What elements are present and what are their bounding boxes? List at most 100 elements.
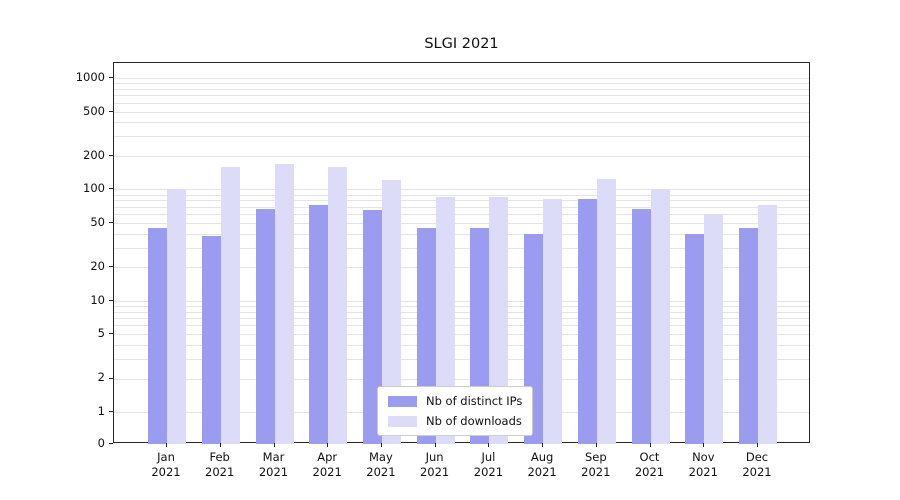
- y-tick-label-10: 10: [90, 292, 105, 307]
- y-tick-mark: [109, 266, 113, 268]
- gridline: [114, 189, 809, 191]
- gridline: [114, 325, 809, 327]
- x-tick-mark: [703, 443, 705, 447]
- gridline: [114, 111, 809, 113]
- x-tick-mark: [542, 443, 544, 447]
- gridline: [114, 317, 809, 319]
- y-tick-mark: [109, 77, 113, 79]
- bar-downloads-feb: [220, 166, 240, 444]
- x-tick-mark: [273, 443, 275, 447]
- x-tick-mark: [166, 443, 167, 447]
- gridline: [114, 155, 809, 157]
- bar-distinct-ips-sep: [577, 199, 597, 444]
- y-tick-mark: [109, 110, 113, 112]
- bar-downloads-mar: [274, 163, 294, 444]
- y-tick-mark: [109, 377, 113, 379]
- bar-downloads-apr: [328, 166, 348, 444]
- legend-item-downloads: Nb of downloads: [388, 414, 522, 428]
- gridline: [114, 334, 809, 336]
- gridline: [114, 88, 809, 90]
- x-tick-mark: [488, 443, 490, 447]
- y-tick-label-1: 1: [97, 404, 105, 418]
- gridline: [114, 83, 809, 85]
- gridline: [114, 122, 809, 124]
- chart-title: SLGI 2021: [424, 36, 499, 52]
- x-tick-mark: [434, 443, 436, 447]
- gridline: [114, 78, 809, 80]
- x-tick-mark: [757, 443, 758, 447]
- gridline: [114, 136, 809, 138]
- bar-distinct-ips-oct: [631, 208, 651, 444]
- bar-downloads-nov: [704, 214, 724, 444]
- bar-downloads-dec: [758, 204, 777, 444]
- x-tick-label-jan: Jan 2021: [151, 450, 181, 479]
- bar-distinct-ips-apr: [309, 205, 329, 444]
- y-tick-mark: [109, 154, 113, 156]
- bar-downloads-aug: [543, 199, 563, 444]
- gridline: [114, 247, 809, 249]
- legend-label-downloads: Nb of downloads: [426, 414, 522, 428]
- gridline: [114, 214, 809, 216]
- gridline: [114, 233, 809, 235]
- gridline: [114, 200, 809, 202]
- gridline: [114, 102, 809, 104]
- y-tick-mark: [109, 443, 113, 444]
- x-tick-label-may: May 2021: [366, 450, 396, 479]
- x-tick-label-jun: Jun 2021: [419, 450, 450, 479]
- bar-distinct-ips-jan: [148, 228, 167, 444]
- y-tick-label-500: 500: [83, 103, 105, 118]
- gridline: [114, 300, 809, 302]
- bar-downloads-oct: [650, 189, 670, 444]
- x-tick-label-jul: Jul 2021: [473, 450, 504, 479]
- bar-downloads-jun: [435, 197, 455, 444]
- bar-downloads-may: [381, 179, 401, 444]
- gridline: [114, 267, 809, 269]
- x-tick-mark: [380, 443, 382, 447]
- y-tick-label-200: 200: [83, 147, 105, 162]
- gridline: [114, 378, 809, 380]
- gridline: [114, 305, 809, 307]
- y-tick-mark: [109, 411, 113, 412]
- gridline: [114, 206, 809, 208]
- y-tick-mark: [109, 299, 113, 301]
- x-tick-label-apr: Apr 2021: [312, 450, 342, 479]
- x-tick-mark: [327, 443, 329, 447]
- legend-item-distinct-ips: Nb of distinct IPs: [388, 394, 522, 408]
- y-tick-label-100: 100: [83, 181, 105, 196]
- legend-swatch-distinct-ips: [388, 395, 417, 407]
- x-tick-label-nov: Nov 2021: [688, 450, 718, 479]
- y-tick-mark: [109, 221, 113, 223]
- x-tick-label-sep: Sep 2021: [581, 450, 611, 479]
- y-tick-mark: [109, 188, 113, 190]
- y-tick-label-50: 50: [90, 214, 105, 229]
- x-tick-mark: [219, 443, 221, 447]
- gridline: [114, 222, 809, 224]
- x-tick-label-oct: Oct 2021: [634, 450, 665, 479]
- bar-distinct-ips-may: [362, 210, 382, 444]
- y-tick-label-20: 20: [90, 259, 105, 274]
- y-tick-label-0: 0: [97, 436, 105, 450]
- bar-distinct-ips-mar: [255, 208, 275, 444]
- x-tick-label-feb: Feb 2021: [205, 450, 235, 479]
- x-tick-mark: [595, 443, 597, 447]
- bar-downloads-jul: [489, 197, 509, 444]
- bar-downloads-sep: [596, 178, 616, 444]
- gridline: [114, 345, 809, 346]
- x-tick-label-dec: Dec 2021: [742, 450, 772, 479]
- gridline: [114, 358, 809, 360]
- y-tick-label-5: 5: [97, 326, 105, 341]
- x-tick-label-mar: Mar 2021: [258, 450, 289, 479]
- bar-distinct-ips-feb: [201, 236, 221, 444]
- legend-label-distinct-ips: Nb of distinct IPs: [426, 394, 523, 408]
- gridline: [114, 311, 809, 313]
- bar-downloads-jan: [167, 189, 186, 444]
- y-tick-mark: [109, 333, 113, 335]
- gridline: [114, 95, 809, 97]
- legend: Nb of distinct IPs Nb of downloads: [377, 386, 534, 436]
- x-tick-mark: [649, 443, 651, 447]
- plot-area: Nb of distinct IPs Nb of downloads: [113, 62, 810, 444]
- bar-distinct-ips-nov: [685, 233, 705, 444]
- bar-distinct-ips-dec: [739, 228, 758, 444]
- y-tick-label-1000: 1000: [75, 70, 105, 85]
